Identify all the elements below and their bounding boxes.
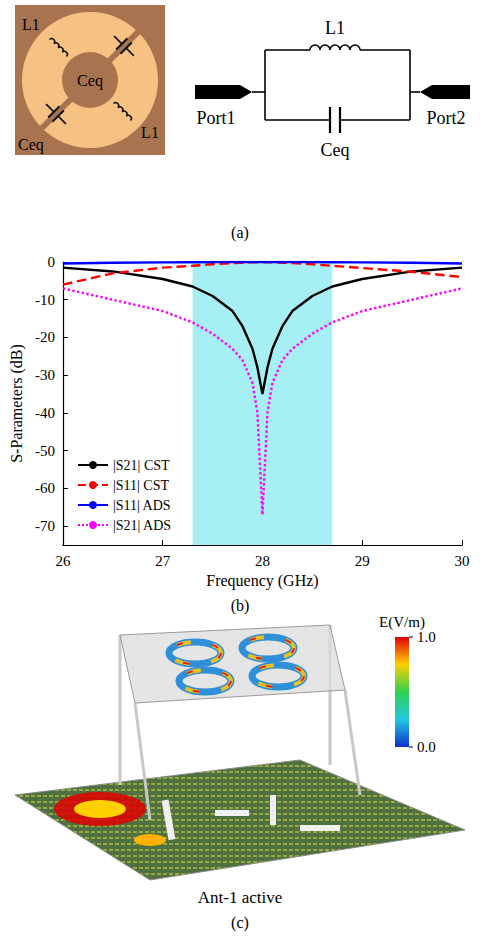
svg-text:Ceq: Ceq — [18, 136, 44, 154]
svg-text:(c): (c) — [231, 914, 249, 932]
svg-text:29: 29 — [355, 553, 370, 569]
svg-text:-20: -20 — [35, 329, 55, 345]
svg-text:-60: -60 — [35, 480, 55, 496]
svg-text:E(V/m): E(V/m) — [379, 614, 425, 630]
svg-text:0.0: 0.0 — [417, 739, 436, 755]
svg-text:L1: L1 — [22, 16, 40, 33]
svg-text:S-Parameters (dB): S-Parameters (dB) — [8, 344, 26, 463]
svg-text:Port1: Port1 — [196, 108, 235, 128]
svg-text:Ceq: Ceq — [321, 140, 350, 160]
svg-text:Ant-1 active: Ant-1 active — [198, 888, 283, 907]
svg-text:27: 27 — [155, 553, 171, 569]
svg-text:|S21| ADS: |S21| ADS — [113, 518, 171, 533]
svg-text:-50: -50 — [35, 443, 55, 459]
svg-text:|S11| ADS: |S11| ADS — [113, 498, 171, 513]
svg-text:-30: -30 — [35, 367, 55, 383]
svg-text:(a): (a) — [231, 224, 249, 242]
svg-text:L1: L1 — [325, 18, 345, 38]
svg-text:-70: -70 — [35, 518, 55, 534]
svg-text:26: 26 — [55, 553, 70, 569]
svg-text:30: 30 — [455, 553, 470, 569]
svg-text:-40: -40 — [35, 405, 55, 421]
svg-text:1.0: 1.0 — [417, 629, 436, 645]
svg-text:Ceq: Ceq — [77, 72, 103, 90]
svg-text:L1: L1 — [141, 124, 159, 141]
svg-text:28: 28 — [255, 553, 270, 569]
svg-text:Port2: Port2 — [426, 108, 465, 128]
svg-text:|S21| CST: |S21| CST — [113, 458, 170, 473]
svg-text:0: 0 — [47, 254, 55, 270]
svg-text:|S11| CST: |S11| CST — [113, 478, 169, 493]
svg-text:(b): (b) — [231, 597, 250, 615]
svg-text:-10: -10 — [35, 292, 55, 308]
svg-text:Frequency (GHz): Frequency (GHz) — [206, 572, 318, 590]
